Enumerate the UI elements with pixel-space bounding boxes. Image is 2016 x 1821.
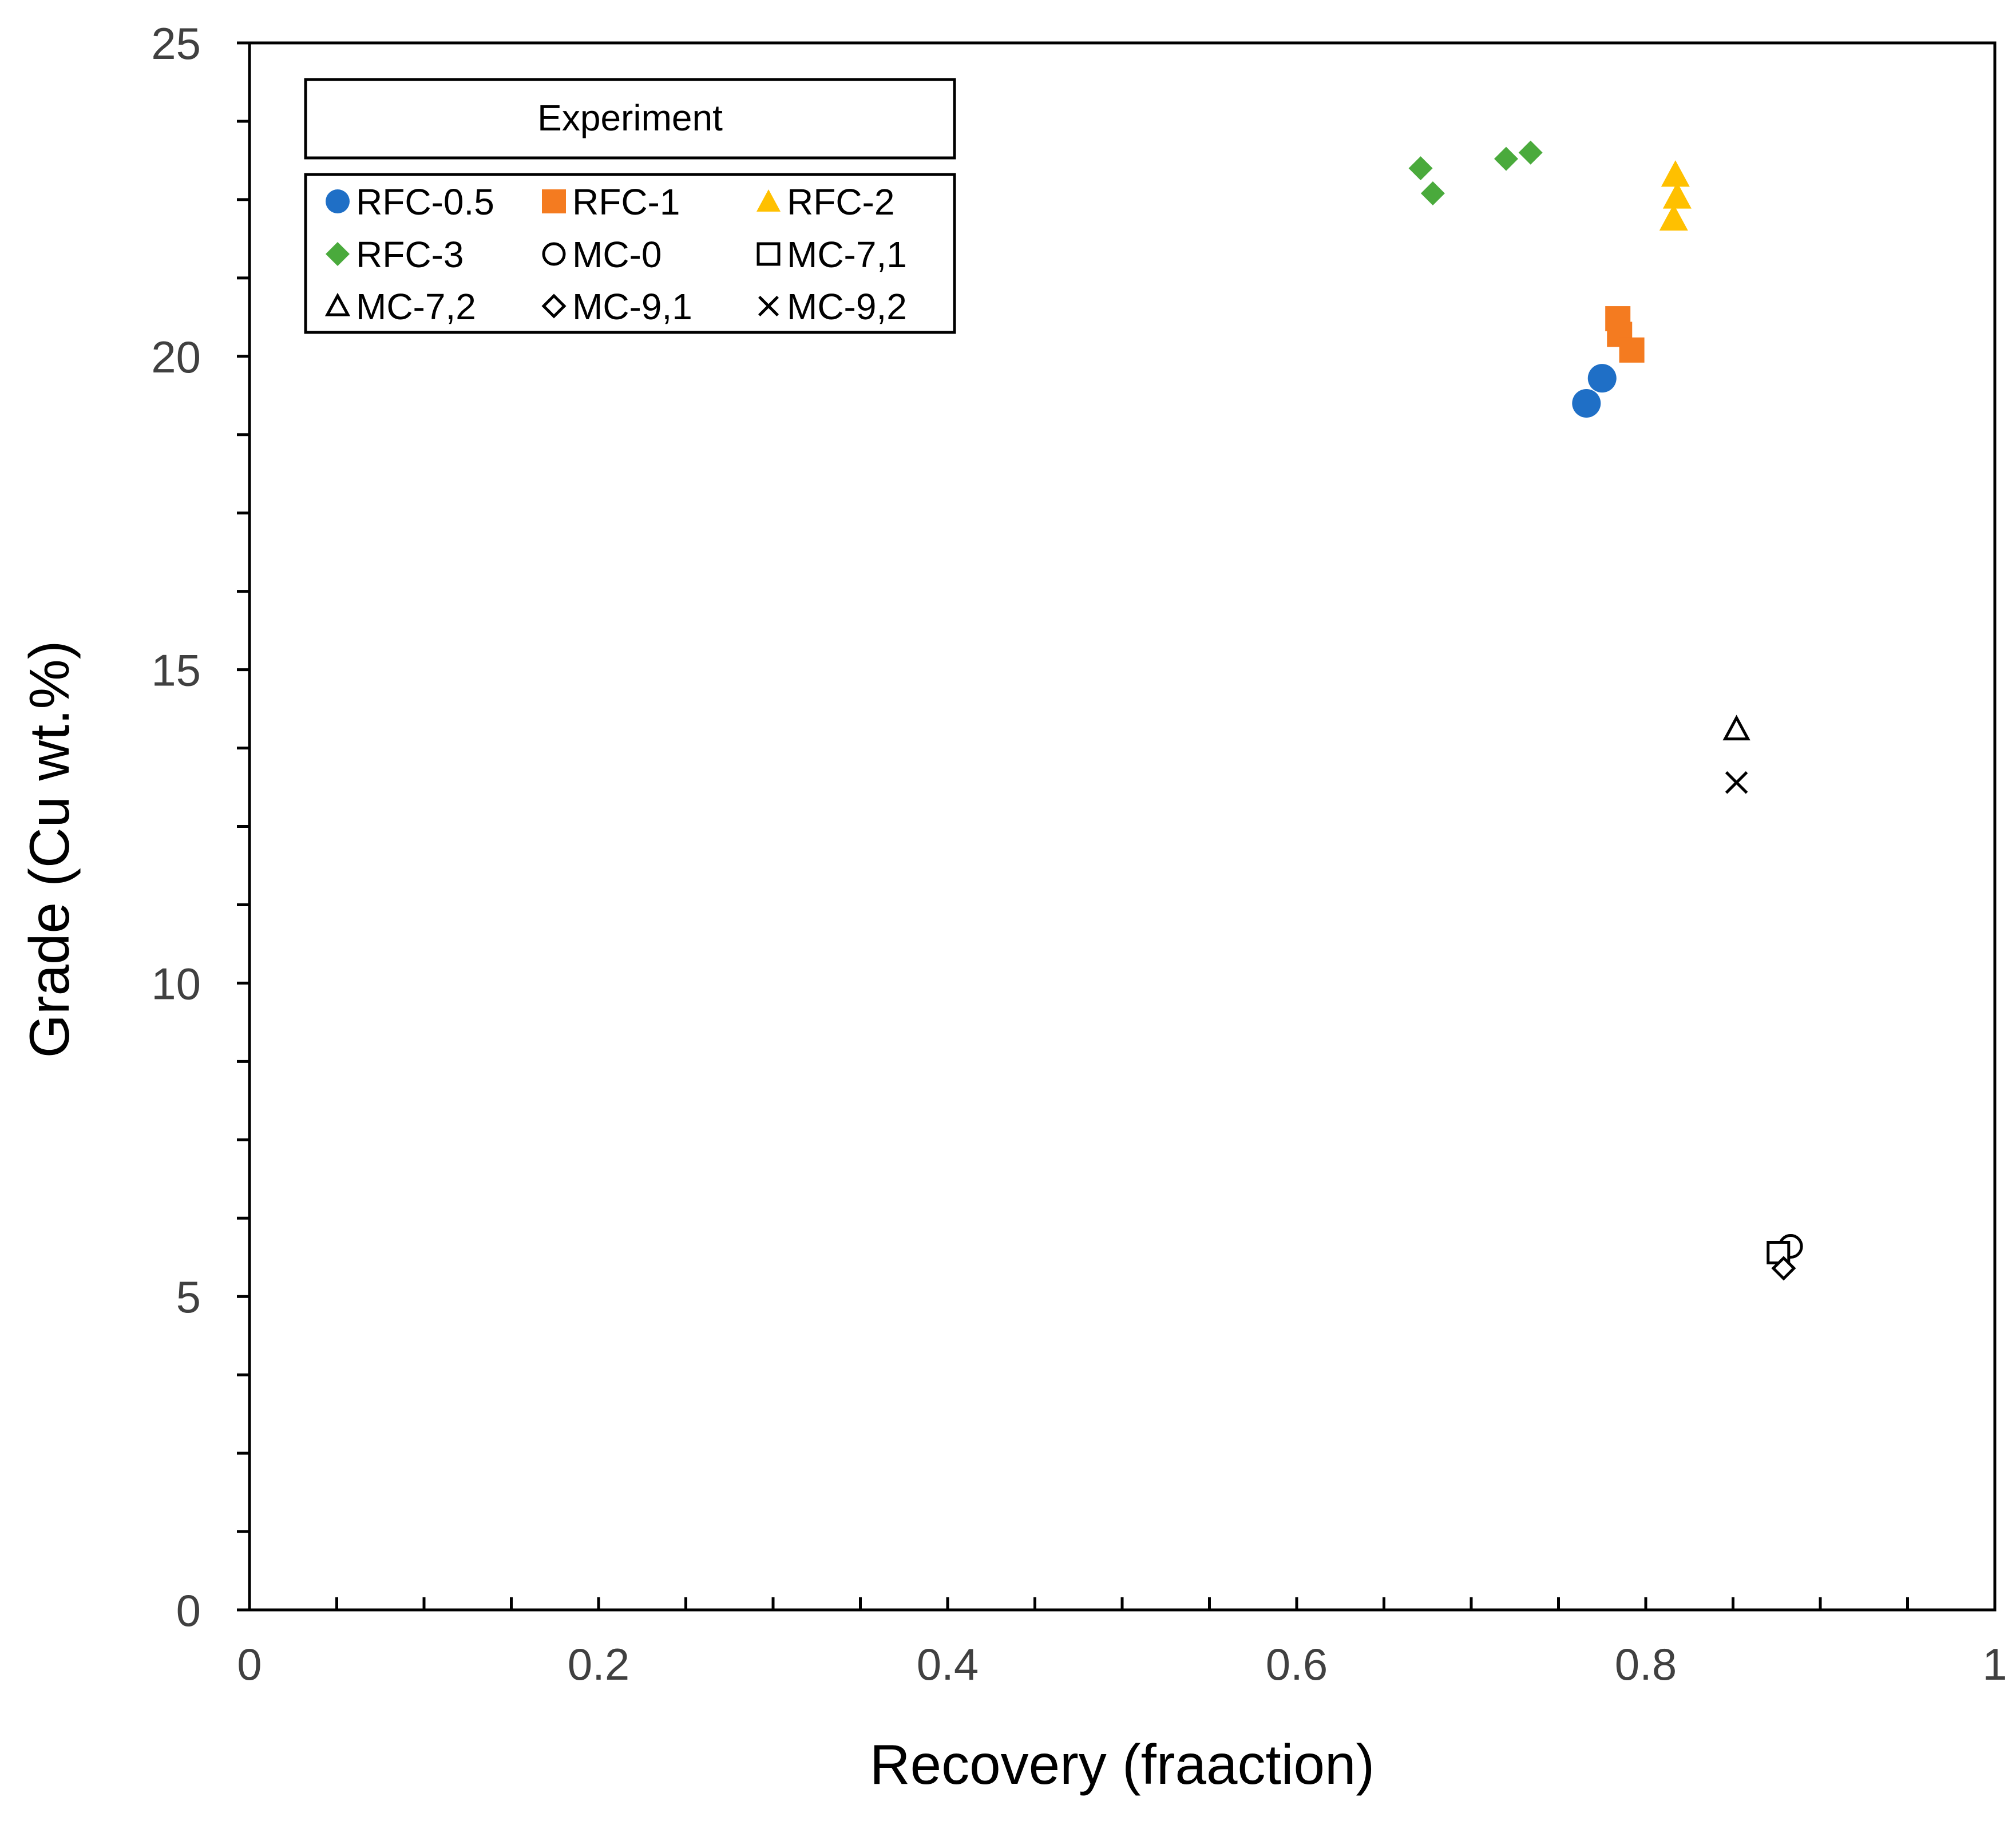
legend-entry-mc-9-1: MC-9,1 <box>541 286 692 327</box>
legend-title-box <box>304 78 956 160</box>
data-points <box>1408 140 1803 1281</box>
y-tick-label: 20 <box>151 332 201 382</box>
series-mc-7-2 <box>1722 715 1750 741</box>
legend-entry-rfc-2: RFC-2 <box>757 181 894 223</box>
legend-entry-rfc-1: RFC-1 <box>542 181 680 223</box>
x-tick-label: 1 <box>1982 1639 2007 1689</box>
series-mc-9-2 <box>1725 771 1748 794</box>
y-tick-label: 5 <box>176 1272 201 1322</box>
data-point-rfc-2 <box>1659 204 1688 231</box>
legend-marker-rfc-2 <box>757 189 781 212</box>
legend-entry-mc-7-1: MC-7,1 <box>757 234 907 275</box>
legend-marker-rfc-3 <box>326 242 350 266</box>
legend-marker-mc-7-2 <box>324 292 351 316</box>
series-rfc-2 <box>1659 160 1692 231</box>
legend-label-mc-7-2: MC-7,2 <box>356 286 476 327</box>
data-point-rfc-0-5 <box>1587 364 1617 393</box>
legend-marker-mc-7-1 <box>757 242 781 266</box>
data-point-rfc-2 <box>1662 182 1692 209</box>
plot-area-frame <box>248 41 1997 1612</box>
legend-label-mc-9-2: MC-9,2 <box>787 286 907 327</box>
y-tick-label: 10 <box>151 958 201 1009</box>
data-point-mc-9-2 <box>1725 771 1748 794</box>
legend-label-rfc-2: RFC-2 <box>787 181 894 223</box>
x-tick-label: 0.2 <box>568 1639 629 1689</box>
legend-marker-rfc-0-5 <box>326 189 350 213</box>
legend-label-mc-9-1: MC-9,1 <box>572 286 692 327</box>
x-tick-label: 0.6 <box>1266 1639 1328 1689</box>
y-axis-title: Grade (Cu wt.%) <box>18 641 81 1058</box>
x-axis-title: Recovery (fraaction) <box>870 1733 1375 1796</box>
legend-marker-mc-9-2 <box>758 296 779 316</box>
legend-label-rfc-3: RFC-3 <box>356 234 464 275</box>
data-point-rfc-2 <box>1661 160 1690 187</box>
series-mc-9-1 <box>1771 1256 1796 1281</box>
legend-entry-rfc-0-5: RFC-0.5 <box>326 181 494 223</box>
legend-label-mc-7-1: MC-7,1 <box>787 234 907 275</box>
legend-marker-mc-9-2-stroke <box>758 296 779 316</box>
data-point-mc-7-2 <box>1722 715 1750 741</box>
series-rfc-0-5 <box>1572 364 1617 418</box>
data-point-rfc-3 <box>1494 146 1518 171</box>
data-point-rfc-3 <box>1518 140 1543 165</box>
data-point-mc-9-1 <box>1771 1256 1796 1281</box>
data-point-rfc-3 <box>1408 156 1433 181</box>
y-tick-label: 25 <box>151 18 201 69</box>
legend-entry-mc-7-2: MC-7,2 <box>324 286 476 327</box>
legend-label-rfc-1: RFC-1 <box>572 181 680 223</box>
data-point-mc-9-2-stroke <box>1725 771 1748 794</box>
series-rfc-3 <box>1408 140 1543 205</box>
legend-entry-mc-9-2: MC-9,2 <box>758 286 907 327</box>
data-point-rfc-0-5 <box>1572 388 1601 418</box>
legend-marker-mc-0 <box>542 242 566 266</box>
legend-entries-box <box>304 173 956 334</box>
legend-marker-mc-9-1 <box>541 293 567 319</box>
y-tick-label: 15 <box>151 645 201 696</box>
legend-label-mc-0: MC-0 <box>572 234 662 275</box>
legend-label-rfc-0-5: RFC-0.5 <box>356 181 494 223</box>
legend-entries: RFC-0.5 RFC-1 RFC-2 RFC-3 MC-0 MC-7,1 MC-7,2 MC… <box>324 181 907 327</box>
data-point-rfc-1 <box>1619 337 1645 363</box>
legend-marker-rfc-1 <box>542 189 566 213</box>
legend: Experiment RFC-0.5 RFC-1 RFC-2 RFC-3 MC-0 MC-… <box>304 78 956 334</box>
data-point-rfc-3 <box>1420 181 1445 205</box>
x-tick-label: 0.8 <box>1615 1639 1677 1689</box>
x-tick-label: 0.4 <box>917 1639 979 1689</box>
series-rfc-1 <box>1605 306 1645 363</box>
legend-entry-rfc-3: RFC-3 <box>326 234 464 275</box>
legend-entry-mc-0: MC-0 <box>542 234 662 275</box>
x-tick-label: 0 <box>237 1639 262 1689</box>
axis-ticks <box>237 41 1997 1612</box>
legend-title: Experiment <box>537 97 723 138</box>
y-tick-label: 0 <box>176 1585 201 1636</box>
